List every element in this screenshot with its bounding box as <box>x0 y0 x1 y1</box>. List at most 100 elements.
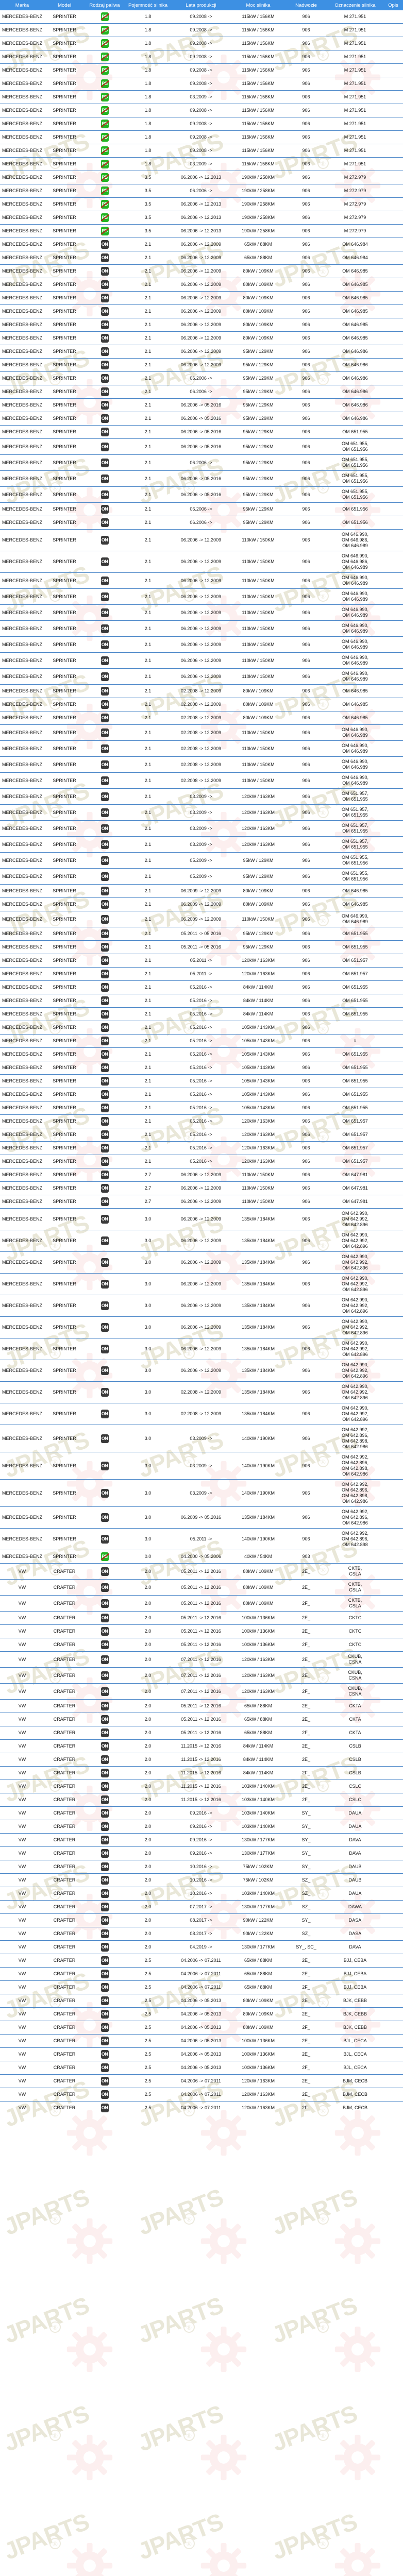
table-row[interactable]: MERCEDES-BENZ SPRINTER ON 2.1 06.2009 -> 12.… <box>0 911 403 927</box>
table-row[interactable]: MERCEDES-BENZ SPRINTER ON 2.1 02.2008 -> 12.… <box>0 756 403 773</box>
table-row[interactable]: MERCEDES-BENZ SPRINTER ON 2.1 06.2006 -> 12.… <box>0 331 403 345</box>
table-row[interactable]: VW CRAFTER ON 2.5 04.2006 -> 05.2013 80kW / 1… <box>0 2021 403 2035</box>
table-row[interactable]: MERCEDES-BENZSPRINTERPB1.809.2008 ->115k… <box>0 117 403 131</box>
table-row[interactable]: VW CRAFTER ON 2.0 09.2016 -> 103kW / 140KM SY_… <box>0 1820 403 1834</box>
table-row[interactable]: MERCEDES-BENZ SPRINTER ON 2.1 02.2008 -> 12.… <box>0 684 403 698</box>
table-row[interactable]: MERCEDES-BENZ SPRINTER ON 2.1 05.2016 -> 105k… <box>0 1061 403 1075</box>
table-row[interactable]: MERCEDES-BENZ SPRINTER ON 2.1 03.2009 -> 120k… <box>0 804 403 821</box>
column-header-engine[interactable]: Oznaczenie silnika <box>327 0 383 10</box>
table-row[interactable]: VW CRAFTER ON 2.5 04.2006 -> 05.2013 100kW / … <box>0 2034 403 2048</box>
table-row[interactable]: MERCEDES-BENZ SPRINTER ON 2.1 06.2006 -> 12.… <box>0 529 403 551</box>
table-row[interactable]: VW CRAFTER ON 2.0 05.2011 -> 12.2016 80kW / 1… <box>0 1563 403 1580</box>
table-row[interactable]: VW CRAFTER ON 2.0 05.2011 -> 12.2016 100kW / … <box>0 1638 403 1652</box>
table-row[interactable]: MERCEDES-BENZ SPRINTER ON 2.1 06.2006 -> 95kW… <box>0 502 403 516</box>
table-row[interactable]: VW CRAFTER ON 2.0 11.2015 -> 12.2016 103kW / … <box>0 1793 403 1807</box>
table-row[interactable]: VW CRAFTER ON 2.0 11.2015 -> 12.2016 84kW / 1… <box>0 1739 403 1753</box>
table-row[interactable]: MERCEDES-BENZSPRINTERPB3.506.2006 -> 12.… <box>0 211 403 225</box>
table-row[interactable]: MERCEDES-BENZ SPRINTER ON 2.1 06.2006 -> 95kW… <box>0 454 403 471</box>
table-row[interactable]: VW CRAFTER ON 2.0 09.2016 -> 103kW / 140KM SY_… <box>0 1806 403 1820</box>
table-row[interactable]: VW CRAFTER ON 2.5 04.2006 -> 07.2011 120kW / … <box>0 2088 403 2102</box>
table-row[interactable]: MERCEDES-BENZ SPRINTER ON 2.1 06.2006 -> 12.… <box>0 238 403 251</box>
column-header-opis[interactable]: Opis <box>383 0 403 10</box>
column-header-model[interactable]: Model <box>44 0 85 10</box>
table-row[interactable]: MERCEDES-BENZ SPRINTER ON 3.0 03.2009 -> 140k… <box>0 1479 403 1507</box>
table-row[interactable]: VW CRAFTER ON 2.0 07.2011 -> 12.2016 120kW / … <box>0 1683 403 1700</box>
table-row[interactable]: MERCEDES-BENZ SPRINTER ON 2.1 05.2011 -> 120k… <box>0 967 403 981</box>
table-row[interactable]: MERCEDES-BENZ SPRINTER ON 3.0 06.2006 -> 12.… <box>0 1273 403 1295</box>
table-row[interactable]: MERCEDES-BENZ SPRINTER ON 2.1 06.2006 -> 05.… <box>0 398 403 412</box>
table-row[interactable]: MERCEDES-BENZ SPRINTER ON 2.1 06.2006 -> 12.… <box>0 636 403 653</box>
table-row[interactable]: VW CRAFTER ON 2.0 10.2016 -> 103kW / 140KM SZ_… <box>0 1887 403 1901</box>
table-row[interactable]: MERCEDES-BENZ SPRINTER ON 2.1 03.2009 -> 120k… <box>0 820 403 837</box>
table-row[interactable]: VW CRAFTER ON 2.5 04.2006 -> 05.2013 80kW / 1… <box>0 1994 403 2008</box>
table-row[interactable]: VW CRAFTER ON 2.5 04.2006 -> 07.2011 65kW / 8… <box>0 1954 403 1968</box>
table-row[interactable]: MERCEDES-BENZSPRINTERPB1.809.2008 ->115k… <box>0 10 403 24</box>
table-row[interactable]: MERCEDES-BENZ SPRINTER ON 2.1 06.2006 -> 12.… <box>0 588 403 605</box>
table-row[interactable]: MERCEDES-BENZSPRINTERPB1.809.2008 ->115k… <box>0 144 403 158</box>
table-row[interactable]: MERCEDES-BENZSPRINTERPB1.809.2008 ->115k… <box>0 104 403 117</box>
table-row[interactable]: MERCEDES-BENZ SPRINTER ON 3.0 06.2009 -> 05.… <box>0 1506 403 1529</box>
table-row[interactable]: MERCEDES-BENZ SPRINTER ON 2.1 05.2016 -> 105k… <box>0 1074 403 1088</box>
column-header-fuel[interactable]: Rodzaj paliwa <box>85 0 125 10</box>
table-row[interactable]: MERCEDES-BENZ SPRINTER ON 2.1 05.2016 -> 84kW… <box>0 994 403 1008</box>
table-row[interactable]: MERCEDES-BENZ SPRINTER ON 2.1 06.2006 -> 12.… <box>0 620 403 637</box>
table-row[interactable]: VW CRAFTER ON 2.0 07.2011 -> 12.2016 120kW / … <box>0 1651 403 1668</box>
table-row[interactable]: MERCEDES-BENZSPRINTERPB1.809.2008 ->115k… <box>0 63 403 77</box>
table-row[interactable]: MERCEDES-BENZ SPRINTER ON 2.1 02.2008 -> 12.… <box>0 772 403 789</box>
table-row[interactable]: MERCEDES-BENZ SPRINTER ON 2.1 05.2016 -> 105k… <box>0 1021 403 1035</box>
table-row[interactable]: MERCEDES-BENZ SPRINTER ON 2.1 06.2006 -> 05.… <box>0 438 403 455</box>
table-row[interactable]: VW CRAFTER ON 2.0 07.2011 -> 12.2016 120kW / … <box>0 1667 403 1684</box>
table-row[interactable]: VW CRAFTER ON 2.0 05.2011 -> 12.2016 100kW / … <box>0 1611 403 1625</box>
table-row[interactable]: MERCEDES-BENZ SPRINTER ON 2.1 03.2009 -> 120k… <box>0 788 403 805</box>
table-row[interactable]: VW CRAFTER ON 2.0 05.2011 -> 12.2016 65kW / 8… <box>0 1699 403 1713</box>
table-row[interactable]: MERCEDES-BENZ SPRINTER ON 2.1 06.2006 -> 05.… <box>0 425 403 439</box>
table-row[interactable]: MERCEDES-BENZ SPRINTER ON 2.1 06.2006 -> 12.… <box>0 264 403 278</box>
table-row[interactable]: MERCEDES-BENZSPRINTERPB3.506.2006 -> 12.… <box>0 197 403 211</box>
table-row[interactable]: MERCEDES-BENZ SPRINTER ON 2.1 06.2006 -> 12.… <box>0 604 403 621</box>
table-row[interactable]: MERCEDES-BENZ SPRINTER ON 2.1 05.2016 -> 105k… <box>0 1101 403 1115</box>
column-header-years[interactable]: Lata produkcji <box>171 0 231 10</box>
table-row[interactable]: VW CRAFTER ON 2.0 05.2011 -> 12.2016 100kW / … <box>0 1624 403 1638</box>
table-row[interactable]: MERCEDES-BENZ SPRINTER ON 2.1 06.2006 -> 12.… <box>0 652 403 669</box>
table-row[interactable]: MERCEDES-BENZ SPRINTER ON 2.1 06.2006 -> 95kW… <box>0 385 403 399</box>
table-row[interactable]: MERCEDES-BENZ SPRINTER ON 2.1 06.2006 -> 12.… <box>0 304 403 318</box>
table-row[interactable]: MERCEDES-BENZSPRINTERPB1.803.2009 ->115k… <box>0 157 403 171</box>
table-row[interactable]: MERCEDES-BENZ SPRINTER ON 2.1 05.2011 -> 120k… <box>0 954 403 968</box>
table-row[interactable]: MERCEDES-BENZ SPRINTER ON 2.1 05.2016 -> 120k… <box>0 1141 403 1155</box>
table-row[interactable]: VW CRAFTER ON 2.0 05.2011 -> 12.2016 65kW / 8… <box>0 1713 403 1726</box>
table-row[interactable]: VW CRAFTER ON 2.5 04.2006 -> 07.2011 120kW / … <box>0 2074 403 2088</box>
table-row[interactable]: MERCEDES-BENZ SPRINTER ON 2.1 06.2006 -> 05.… <box>0 486 403 503</box>
table-row[interactable]: MERCEDES-BENZSPRINTERPB0.004.2000 -> 05.… <box>0 1550 403 1564</box>
table-row[interactable]: MERCEDES-BENZ SPRINTER ON 3.0 06.2006 -> 12.… <box>0 1208 403 1230</box>
table-row[interactable]: MERCEDES-BENZ SPRINTER ON 2.1 05.2016 -> 105k… <box>0 1047 403 1061</box>
table-row[interactable]: MERCEDES-BENZ SPRINTER ON 2.1 05.2016 -> 84kW… <box>0 1007 403 1021</box>
table-row[interactable]: VW CRAFTER ON 2.5 04.2006 -> 07.2011 65kW / 8… <box>0 1967 403 1981</box>
table-row[interactable]: MERCEDES-BENZ SPRINTER ON 2.1 05.2011 -> 05.… <box>0 927 403 941</box>
column-header-power[interactable]: Moc silnika <box>231 0 286 10</box>
table-row[interactable]: VW CRAFTER ON 2.5 04.2006 -> 05.2013 80kW / 1… <box>0 2007 403 2021</box>
table-row[interactable]: VW CRAFTER ON 2.5 04.2006 -> 07.2011 120kW / … <box>0 2101 403 2114</box>
table-row[interactable]: VW CRAFTER ON 2.0 04.2019 -> 130kW / 177KM SY_… <box>0 1940 403 1954</box>
table-row[interactable]: VW CRAFTER ON 2.0 11.2015 -> 12.2016 103kW / … <box>0 1780 403 1793</box>
table-row[interactable]: MERCEDES-BENZ SPRINTER ON 2.7 06.2006 -> 12.… <box>0 1168 403 1182</box>
table-row[interactable]: MERCEDES-BENZ SPRINTER ON 2.1 06.2006 -> 12.… <box>0 251 403 265</box>
table-row[interactable]: VW CRAFTER ON 2.0 08.2017 -> 90kW / 122KM SZ_ D… <box>0 1927 403 1941</box>
table-row[interactable]: VW CRAFTER ON 2.0 09.2016 -> 130kW / 177KM SY_… <box>0 1846 403 1860</box>
table-row[interactable]: MERCEDES-BENZ SPRINTER ON 2.1 06.2009 -> 12.… <box>0 884 403 898</box>
table-row[interactable]: MERCEDES-BENZ SPRINTER ON 3.0 03.2009 -> 140k… <box>0 1452 403 1480</box>
column-header-body[interactable]: Nadwozie <box>286 0 327 10</box>
table-row[interactable]: MERCEDES-BENZ SPRINTER ON 2.1 05.2009 -> 95kW… <box>0 868 403 885</box>
table-row[interactable]: MERCEDES-BENZSPRINTERPB1.809.2008 ->115k… <box>0 23 403 37</box>
table-row[interactable]: MERCEDES-BENZ SPRINTER ON 2.1 06.2009 -> 12.… <box>0 897 403 911</box>
table-row[interactable]: MERCEDES-BENZ SPRINTER ON 2.1 02.2008 -> 12.… <box>0 698 403 711</box>
table-row[interactable]: VW CRAFTER ON 2.5 04.2006 -> 05.2013 100kW / … <box>0 2061 403 2075</box>
table-row[interactable]: MERCEDES-BENZ SPRINTER ON 2.1 06.2006 -> 12.… <box>0 318 403 332</box>
table-row[interactable]: MERCEDES-BENZSPRINTERPB1.809.2008 ->115k… <box>0 77 403 91</box>
table-row[interactable]: VW CRAFTER ON 2.0 05.2011 -> 12.2016 65kW / 8… <box>0 1726 403 1740</box>
table-row[interactable]: MERCEDES-BENZ SPRINTER ON 2.1 06.2006 -> 12.… <box>0 668 403 685</box>
table-row[interactable]: MERCEDES-BENZSPRINTERPB1.803.2009 ->115k… <box>0 90 403 104</box>
column-header-marka[interactable]: Marka <box>0 0 44 10</box>
column-header-capacity[interactable]: Pojemność silnika <box>125 0 171 10</box>
table-row[interactable]: MERCEDES-BENZ SPRINTER ON 3.0 06.2006 -> 12.… <box>0 1316 403 1338</box>
table-row[interactable]: MERCEDES-BENZ SPRINTER ON 2.1 06.2006 -> 12.… <box>0 572 403 589</box>
